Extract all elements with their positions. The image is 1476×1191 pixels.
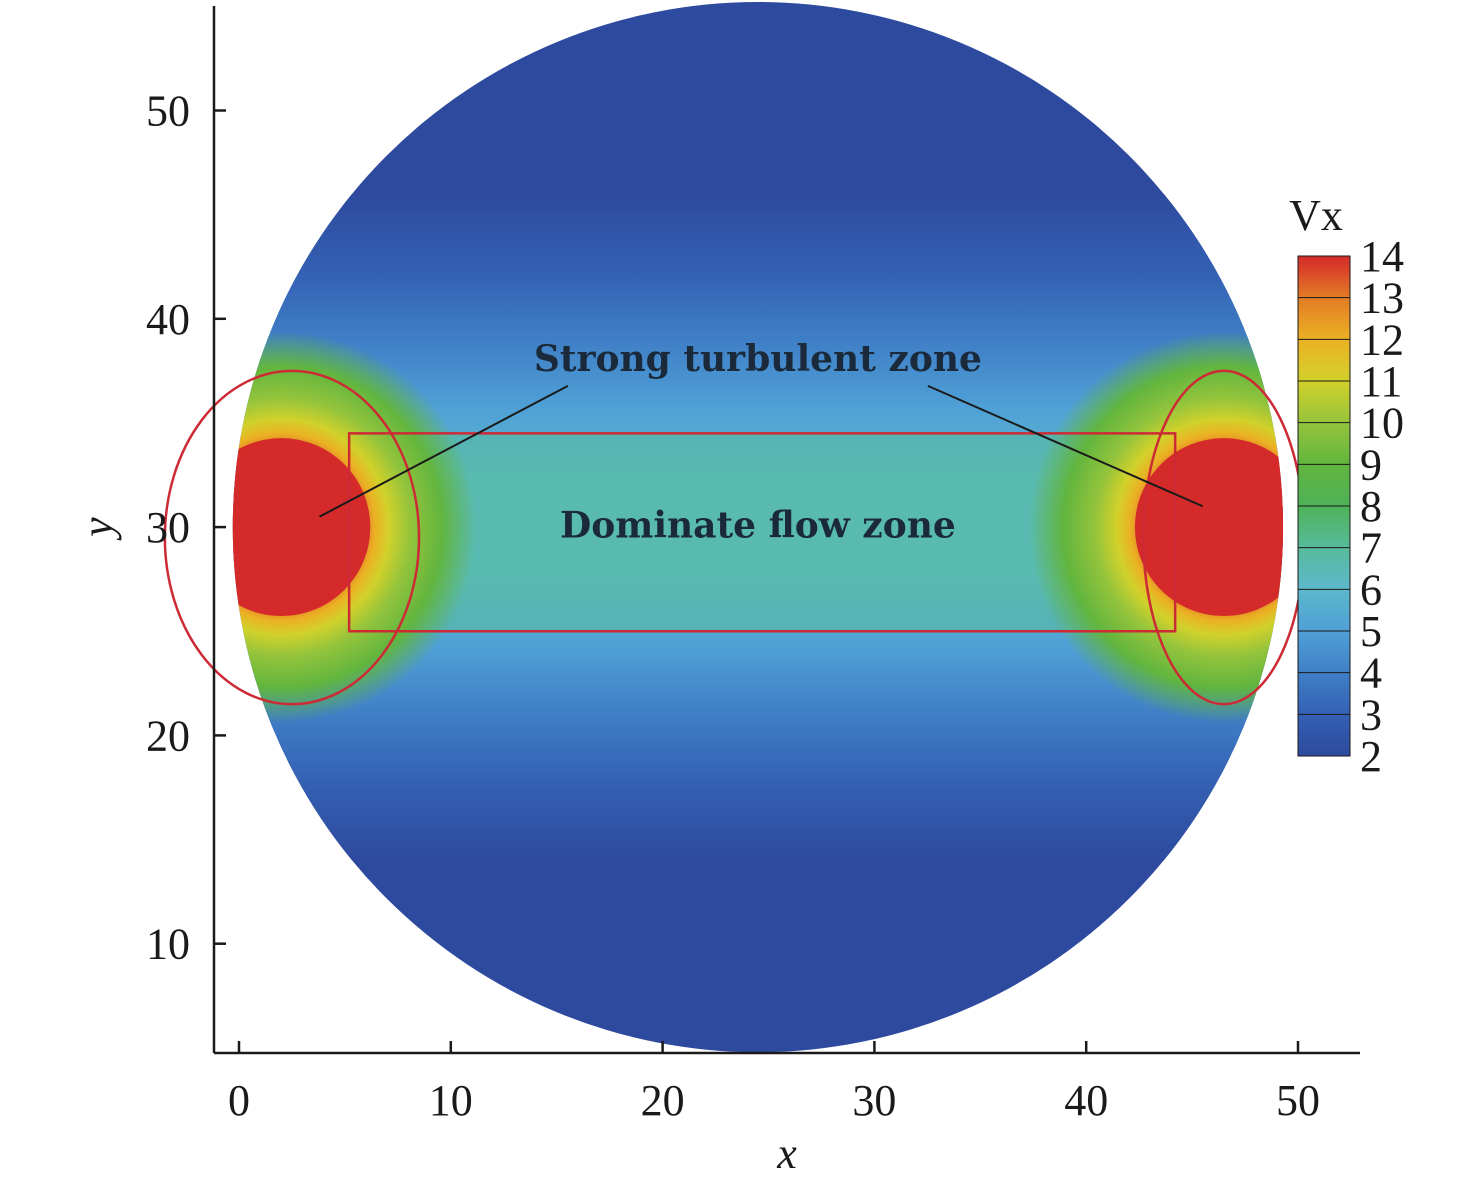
colorbar-label-13: 13 (1360, 274, 1404, 323)
colorbar-label-12: 12 (1360, 315, 1404, 364)
velocity-field (232, 1, 1284, 1053)
x-ticks: 0 10 20 30 40 50 (228, 1041, 1320, 1125)
region-rectangle (347, 432, 1177, 633)
y-tick-label-50: 50 (146, 87, 190, 136)
jet-right-core (1134, 438, 1284, 617)
x-tick-label-30: 30 (852, 1076, 896, 1125)
x-tick-label-40: 40 (1064, 1076, 1108, 1125)
y-tick-label-10: 10 (146, 920, 190, 969)
x-tick-label-0: 0 (228, 1076, 250, 1125)
annotation-label-1: Strong turbulent zone (534, 338, 982, 380)
y-axis-title: y (73, 517, 122, 541)
colorbar-label-10: 10 (1360, 399, 1404, 448)
x-axis-title: x (776, 1129, 797, 1178)
jet-blobs (232, 331, 1284, 723)
colorbar-label-3: 3 (1360, 690, 1382, 739)
annotation-leader-2 (927, 384, 1204, 508)
colorbar-label-6: 6 (1360, 565, 1382, 614)
colorbar-label-9: 9 (1360, 440, 1382, 489)
x-tick-label-20: 20 (641, 1076, 685, 1125)
region-ellipse-1 (163, 369, 421, 706)
jet-left-core (232, 438, 371, 617)
axes: 0 10 20 30 40 50 10 20 30 40 50 x y (73, 6, 1360, 1178)
y-ticks: 10 20 30 40 50 (146, 87, 226, 969)
colorbar-label-14: 14 (1360, 232, 1404, 281)
colorbar-label-2: 2 (1360, 732, 1382, 781)
colorbar-label-8: 8 (1360, 482, 1382, 531)
x-tick-label-50: 50 (1276, 1076, 1320, 1125)
colorbar-label-4: 4 (1360, 649, 1382, 698)
colorbar-label-7: 7 (1360, 524, 1382, 573)
annotation-label-2: Dominate flow zone (560, 505, 956, 547)
colorbar-label-5: 5 (1360, 607, 1382, 656)
y-tick-label-20: 20 (146, 711, 190, 760)
colorbar-title: Vx (1289, 191, 1343, 240)
y-tick-label-40: 40 (146, 295, 190, 344)
annotations: Strong turbulent zone Dominate flow zone (319, 338, 1204, 547)
colorbar-label-11: 11 (1360, 357, 1402, 406)
y-tick-label-30: 30 (146, 503, 190, 552)
annotation-leader-1 (319, 384, 569, 518)
x-tick-label-10: 10 (429, 1076, 473, 1125)
